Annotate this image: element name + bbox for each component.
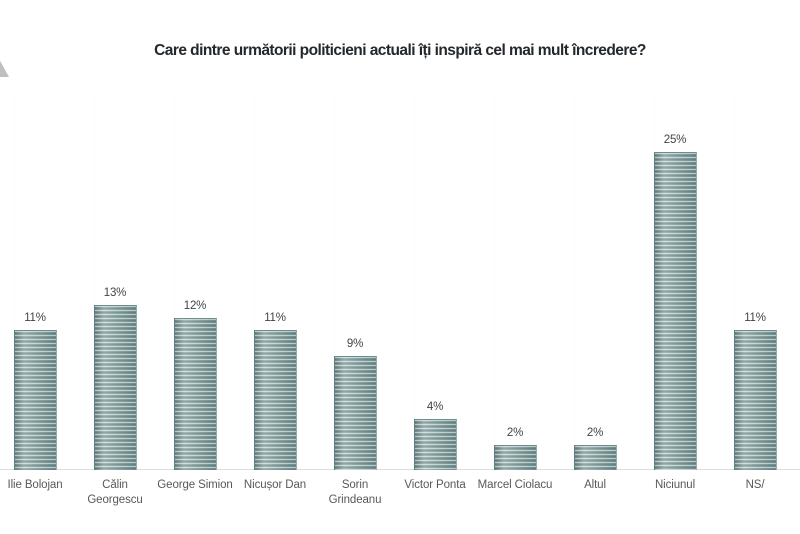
logo-watermark-icon (0, 56, 12, 82)
bar-value-label: 13% (103, 287, 127, 299)
bar[interactable] (174, 318, 217, 470)
slot-gridline (94, 96, 95, 470)
bar-slot: 25% (635, 96, 715, 470)
bar[interactable] (494, 445, 537, 470)
slot-gridline (734, 96, 735, 470)
bar[interactable] (14, 330, 57, 470)
bar-value-label: 12% (183, 300, 207, 312)
x-axis-label: NS/ (745, 479, 765, 491)
slot-gridline (254, 96, 255, 470)
bar-value-label: 11% (744, 312, 766, 324)
x-axis-labels: Ilie Bolojan Călin Georgescu George Simion… (0, 478, 800, 534)
x-axis-line (0, 469, 800, 470)
x-axis-label: Nicușor Dan (243, 479, 307, 491)
x-axis-label: Victor Ponta (404, 479, 466, 491)
bar-value-label: 4% (426, 401, 444, 413)
x-axis-label: Niciunul (654, 479, 696, 491)
x-axis-label: Sorin Grindeanu (328, 479, 382, 506)
bar-slot: 2% (475, 96, 555, 470)
bar-slot: 11% (235, 96, 315, 470)
plot-area: 11% 13% 12% 11% 9% 4% 2% 2% 25% 11% (0, 96, 800, 470)
bar-slot: 2% (555, 96, 635, 470)
slot-gridline (414, 96, 415, 470)
bar-value-label: 11% (264, 312, 286, 324)
x-axis-label: Marcel Ciolacu (477, 479, 553, 491)
x-axis-label: Ilie Bolojan (7, 479, 63, 491)
chart-title: Care dintre următorii politicieni actual… (154, 42, 646, 59)
bar-slot: 11% (715, 96, 795, 470)
bar[interactable] (654, 152, 697, 470)
bar[interactable] (254, 330, 297, 470)
slot-gridline (334, 96, 335, 470)
bar-slot: 13% (75, 96, 155, 470)
slot-gridline (174, 96, 175, 470)
bar-value-label: 2% (506, 427, 524, 439)
bar-slot: 12% (155, 96, 235, 470)
x-axis-label: Călin Georgescu (87, 479, 143, 506)
bar-value-label: 11% (24, 312, 46, 324)
bar-value-label: 25% (663, 134, 687, 146)
bar-value-label: 2% (586, 427, 604, 439)
bar-slot: 9% (315, 96, 395, 470)
bar[interactable] (734, 330, 777, 470)
bar-value-label: 9% (346, 338, 364, 350)
bar[interactable] (574, 445, 617, 470)
bar[interactable] (334, 356, 377, 470)
x-axis-label: Altul (584, 479, 606, 491)
slot-gridline (14, 96, 15, 470)
bar[interactable] (414, 419, 457, 470)
x-axis-label: George Simion (157, 479, 233, 491)
bar-slot: 11% (0, 96, 75, 470)
bar-slot: 4% (395, 96, 475, 470)
bar[interactable] (94, 305, 137, 470)
slot-gridline (574, 96, 575, 470)
slot-gridline (494, 96, 495, 470)
